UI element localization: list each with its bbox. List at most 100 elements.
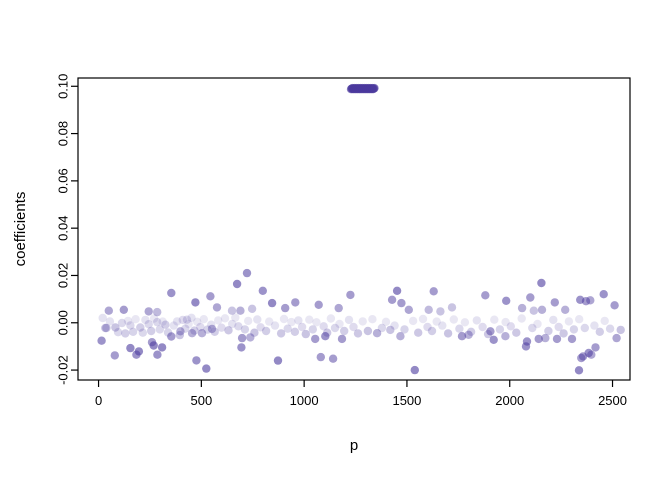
scatter-point [334, 303, 343, 313]
y-tick-label: 0.02 [55, 263, 70, 288]
scatter-point [466, 327, 476, 336]
scatter-point [203, 325, 212, 334]
scatter-point [612, 333, 621, 343]
scatter-point [138, 328, 147, 337]
scatter-point [161, 320, 170, 329]
scatter-point [567, 334, 577, 344]
scatter-point [569, 325, 579, 334]
scatter-point [605, 324, 615, 333]
scatter-point [580, 323, 589, 333]
x-axis: 0 500 1000 1500 2000 2500 [95, 380, 627, 408]
x-tick-label: 2000 [495, 393, 524, 408]
scatter-point [340, 326, 349, 336]
scatter-point [436, 307, 445, 316]
scatter-point [438, 321, 447, 330]
scatter-point [265, 317, 274, 326]
scatter-point [169, 321, 178, 330]
scatter-point [167, 288, 176, 298]
scatter-point [294, 316, 303, 325]
scatter-point [153, 350, 162, 359]
scatter-point [281, 303, 290, 313]
scatter-point [537, 278, 546, 288]
scatter-point [117, 318, 127, 328]
scatter-point [232, 279, 242, 289]
scatter-point [192, 356, 201, 365]
scatter-point [227, 306, 237, 315]
scatter-point [234, 322, 243, 331]
scatter-point [273, 356, 283, 365]
scatter-point [187, 329, 197, 338]
scatter-point [586, 296, 595, 305]
scatter-point [157, 343, 167, 352]
scatter-point [591, 343, 600, 352]
scatter-point [460, 318, 470, 327]
scatter-point [316, 352, 325, 362]
points-layer [97, 83, 625, 375]
scatter-point [279, 314, 289, 324]
scatter-point [287, 317, 296, 327]
scatter-point [319, 322, 328, 331]
y-tick-label: 0.04 [55, 216, 70, 241]
scatter-point [561, 305, 570, 314]
plot-box [77, 77, 631, 381]
scatter-point [559, 329, 568, 338]
scatter-point [136, 323, 145, 332]
scatter-point [349, 322, 358, 332]
scatter-point [134, 347, 144, 356]
scatter-point [237, 343, 246, 352]
scatter-point [158, 317, 167, 326]
scatter-point [599, 290, 608, 299]
scatter-point [481, 291, 490, 300]
scatter-point [529, 306, 538, 315]
scatter-point [104, 306, 114, 315]
scatter-point [616, 325, 625, 335]
scatter-point [486, 327, 495, 336]
y-tick-label: 0.00 [55, 310, 70, 335]
scatter-point [283, 324, 292, 333]
scatter-point [121, 329, 130, 338]
scatter-point [541, 333, 550, 343]
scatter-point [167, 332, 176, 341]
x-tick-label: 0 [95, 393, 102, 408]
scatter-point [534, 334, 543, 344]
scatter-point [181, 324, 190, 333]
scatter-point [610, 301, 619, 310]
scatter-point [390, 321, 399, 330]
scatter-point [206, 292, 215, 301]
scatter-point [312, 318, 321, 327]
scatter-point [386, 325, 395, 335]
scatter-point [191, 298, 200, 307]
scatter-point [193, 317, 202, 326]
scatter-point [464, 330, 473, 339]
scatter-point [372, 329, 382, 338]
scatter-point [236, 306, 245, 315]
scatter-point [517, 303, 527, 313]
scatter-point [581, 297, 591, 306]
scatter-point [526, 293, 535, 302]
scatter-point [533, 319, 542, 329]
scatter-point [187, 313, 196, 322]
scatter-point [182, 315, 192, 324]
scatter-point [314, 300, 323, 309]
scatter-point [455, 324, 464, 333]
scatter-point [131, 315, 140, 324]
scatter-point [144, 307, 153, 316]
scatter-point [119, 305, 128, 314]
scatter-point [337, 334, 347, 344]
scatter-point [178, 315, 187, 325]
scatter-point [199, 315, 208, 324]
scatter-point [141, 315, 150, 325]
scatter-point [197, 329, 207, 338]
scatter-point [147, 338, 157, 347]
scatter-point [368, 315, 377, 324]
x-tick-label: 2500 [598, 393, 627, 408]
scatter-point [552, 334, 562, 344]
scatter-point [301, 329, 310, 339]
scatter-point [258, 286, 267, 295]
scatter-point [408, 316, 418, 326]
scatter-point [447, 303, 457, 312]
scatter-point [217, 323, 226, 332]
scatter-point [113, 328, 123, 337]
